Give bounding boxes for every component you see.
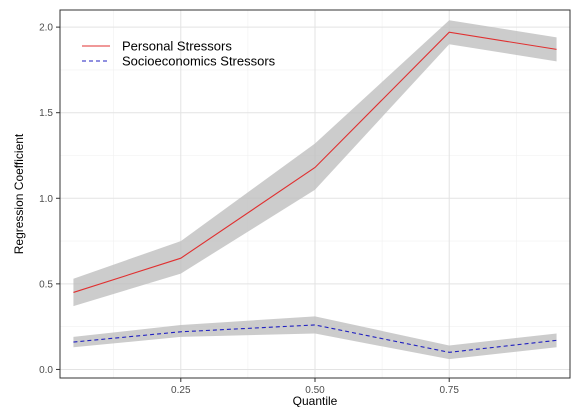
y-tick-label: 0.0	[39, 365, 53, 376]
y-tick-label: 2.0	[39, 23, 53, 34]
y-tick-label: 0.5	[39, 279, 53, 290]
series-line-1	[73, 324, 557, 353]
series-lines	[73, 31, 557, 353]
x-axis-title: Quantile	[293, 394, 338, 407]
confidence-bands	[73, 20, 557, 360]
y-tick-label: 1.0	[39, 194, 53, 205]
legend-label-0: Personal Stressors	[122, 39, 232, 54]
x-tick-label: 0.50	[305, 385, 325, 396]
legend-label-1: Socioeconomics Stressors	[122, 54, 276, 69]
x-tick-label: 0.75	[439, 385, 459, 396]
series-line-0	[73, 31, 557, 293]
confidence-band-0	[73, 20, 557, 307]
y-axis-title: Regression Coefficient	[12, 133, 26, 254]
x-tick-label: 0.25	[171, 385, 191, 396]
y-tick-label: 1.5	[39, 108, 53, 119]
confidence-band-1	[73, 316, 557, 360]
axis-ticks: 0.0 0.5 1.0 1.5 2.0 0.25 0.50 0.75	[39, 23, 459, 396]
